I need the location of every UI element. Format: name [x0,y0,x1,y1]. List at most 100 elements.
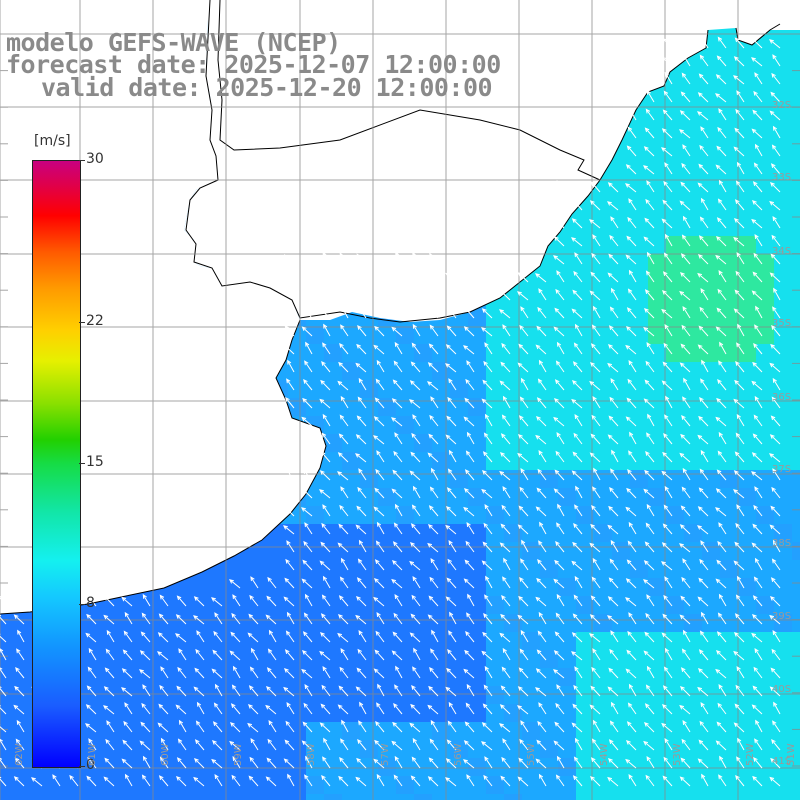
field-cell [612,344,630,362]
wind-arrow [701,359,709,373]
field-cell [558,308,576,326]
wind-arrow [393,703,403,715]
wind-arrow [751,704,763,715]
wind-arrow [140,721,151,733]
wind-arrow [86,685,97,697]
wind-arrow [608,253,619,265]
field-cell [378,398,396,416]
field-cell [558,398,576,416]
wind-arrow [682,467,691,481]
field-cell [342,524,360,542]
wind-arrow [483,360,493,373]
field-cell [630,560,648,578]
wind-arrow [393,289,403,301]
wind-arrow [212,721,223,733]
field-cell [558,344,576,362]
field-cell [720,308,738,326]
wind-arrow [643,488,655,499]
field-cell [576,524,594,542]
field-cell [180,740,198,758]
field-cell [540,506,558,524]
wind-arrow [430,648,439,661]
field-cell [450,758,468,776]
wind-arrow [536,577,547,589]
wind-arrow [13,704,25,715]
wind-arrow [751,471,763,481]
field-cell [594,704,612,722]
field-cell [450,344,468,362]
wind-arrow [663,594,673,607]
wind-arrow [338,775,349,787]
field-cell [756,110,774,128]
wind-arrow [627,288,637,301]
field-cell [414,758,432,776]
wind-arrow [556,593,565,607]
field-cell [738,686,756,704]
wind-arrow [141,774,151,787]
wind-arrow [661,632,673,643]
field-cell [594,182,612,200]
field-cell [486,452,504,470]
field-cell [162,722,180,740]
wind-arrow [589,704,601,715]
wind-arrow [610,468,619,481]
wind-arrow [337,380,349,391]
wind-arrow [535,687,547,697]
field-cell [90,776,108,794]
wind-arrow [520,306,529,319]
field-cell [756,488,774,506]
wind-arrow [662,775,673,787]
wind-arrow [265,685,277,697]
field-cell [468,344,486,362]
wind-arrow [52,774,61,787]
wind-arrow [214,683,223,697]
field-cell [324,794,342,800]
wind-arrow [214,612,223,625]
field-cell [558,416,576,434]
wind-arrow [592,719,601,733]
field-cell [342,578,360,596]
field-cell [90,704,108,722]
wind-arrow [340,648,349,661]
field-cell [666,128,684,146]
field-cell [234,794,252,800]
wind-arrow [230,703,241,715]
field-cell [738,776,756,794]
field-cell [648,452,666,470]
wind-arrow [178,719,187,733]
wind-arrow [411,685,421,697]
wind-arrow [645,108,655,121]
wind-arrow [681,324,691,337]
wind-arrow [104,595,115,607]
wind-arrow [212,649,223,661]
field-cell [756,200,774,218]
field-cell [162,596,180,614]
field-cell [756,326,774,344]
wind-arrow [248,685,259,697]
field-cell [540,686,558,704]
field-cell [576,704,594,722]
wind-arrow [680,253,691,265]
field-cell [648,758,666,776]
wind-arrow [250,647,259,661]
wind-arrow [412,252,421,265]
field-cell [162,650,180,668]
wind-arrow [339,504,349,517]
field-cell [360,704,378,722]
field-cell [540,344,558,362]
field-cell [576,218,594,236]
field-cell [720,722,738,740]
field-cell [594,560,612,578]
wind-arrow [715,578,727,589]
field-cell [504,362,522,380]
field-cell [288,632,306,650]
wind-arrow [718,179,727,193]
wind-arrow [627,702,637,715]
field-cell [684,722,702,740]
field-cell [648,560,666,578]
wind-arrow [733,560,745,571]
wind-arrow [321,775,331,787]
field-cell [792,614,800,632]
wind-arrow [771,234,781,247]
